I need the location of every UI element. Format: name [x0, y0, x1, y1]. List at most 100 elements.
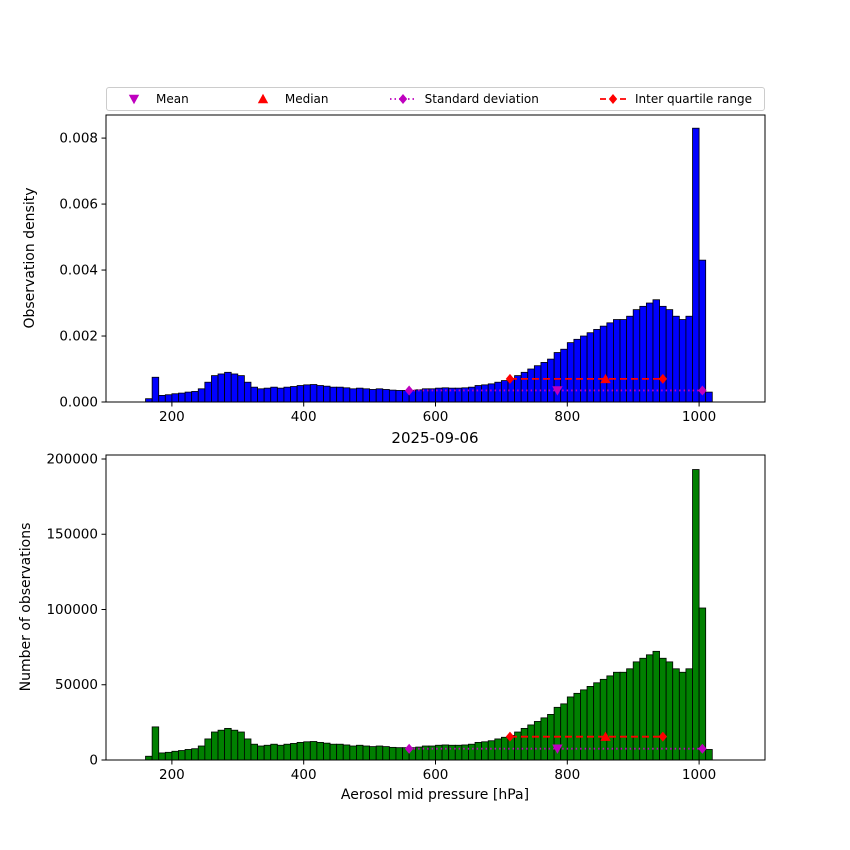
x-tick-label: 200: [159, 767, 185, 783]
histogram-bar: [415, 389, 423, 403]
histogram-bar: [652, 650, 660, 761]
histogram-bar: [336, 743, 344, 761]
y-tick-label: 0.004: [59, 263, 98, 279]
histogram-bar: [619, 671, 628, 761]
histogram-bar: [560, 703, 568, 761]
histogram-bar: [336, 386, 344, 403]
legend-label: Inter quartile range: [635, 92, 752, 106]
histogram-bar: [527, 724, 535, 761]
histogram-bar: [487, 740, 496, 761]
median-marker: [600, 731, 611, 741]
histogram-bar: [382, 389, 390, 403]
triangle-up-icon: [257, 93, 269, 104]
histogram-bar: [290, 743, 298, 761]
histogram-bar: [230, 729, 239, 761]
x-axis-label: Aerosol mid pressure [hPa]: [340, 787, 530, 803]
x-tick-label: 800: [554, 409, 580, 425]
histogram-bar: [448, 744, 456, 761]
histogram-bar: [645, 302, 654, 403]
x-tick-label: 800: [554, 767, 580, 783]
histogram-bar: [375, 388, 384, 403]
triangle-down-icon: [128, 94, 140, 105]
histogram-bar: [290, 386, 298, 403]
histogram-bar: [468, 386, 476, 403]
legend-glyph: [608, 94, 618, 104]
histogram-bar: [178, 392, 186, 403]
histogram-bar: [487, 383, 496, 403]
histogram-bar: [540, 717, 548, 761]
histogram-bar: [388, 389, 397, 403]
histogram-bar: [639, 657, 647, 761]
histogram-bar: [184, 749, 193, 761]
histogram-bar: [356, 387, 364, 403]
histogram-bar: [652, 299, 660, 403]
histogram-bar: [533, 365, 542, 403]
histogram-bar: [678, 671, 687, 761]
y-tick-label: 0.000: [59, 395, 98, 411]
histogram-bar: [237, 375, 245, 403]
legend-item-standard-deviation: Standard deviation: [388, 92, 539, 106]
histogram-bar: [494, 381, 502, 403]
x-tick-label: 600: [423, 767, 449, 783]
legend-glyph: [398, 94, 407, 104]
histogram-bar: [145, 755, 153, 761]
histogram-bar: [474, 741, 483, 761]
iqr-left-diamond-marker: [505, 373, 515, 384]
histogram-bar: [197, 388, 206, 403]
histogram-bar: [533, 721, 542, 761]
histogram-bar: [171, 393, 179, 403]
histogram-bar: [237, 731, 245, 761]
histogram-bar: [178, 750, 186, 761]
x-tick-label: 400: [291, 767, 317, 783]
histogram-bar: [388, 746, 397, 761]
histogram-bar: [243, 738, 252, 761]
subplot-1: 200 400 600 800 1000 0 50000 100000 150000 200000: [46, 451, 766, 783]
legend-item-inter-quartile-range: Inter quartile range: [598, 92, 752, 106]
histogram-bar: [323, 742, 331, 761]
histogram-bar: [309, 384, 318, 403]
histogram-bar: [573, 338, 581, 403]
histogram-bar: [481, 384, 489, 403]
histogram-bar: [665, 661, 674, 761]
histogram-bar: [276, 744, 285, 761]
histogram-bar: [586, 332, 595, 403]
histogram-bar: [257, 745, 265, 761]
diamond-icon: [600, 94, 627, 104]
histogram-bar: [230, 373, 239, 403]
histogram-bar: [323, 385, 331, 403]
histogram-bar: [566, 696, 575, 761]
histogram-bar: [613, 671, 621, 761]
histogram-bar: [283, 386, 291, 403]
histogram-bar: [698, 607, 707, 761]
histogram-bar: [698, 259, 707, 403]
histogram-bar: [606, 675, 614, 761]
histogram-bar: [375, 745, 384, 761]
histogram-bar: [705, 391, 713, 403]
histogram-bar: [191, 391, 199, 403]
histogram-bar: [665, 309, 674, 403]
histogram-bar: [342, 387, 351, 403]
histogram-bar: [204, 738, 212, 761]
histogram-bar: [303, 384, 311, 403]
histogram-bar: [520, 371, 529, 403]
histogram-bar: [382, 746, 390, 761]
y-tick-label: 100000: [46, 602, 98, 618]
histogram-bar: [632, 661, 641, 761]
histogram-bar: [349, 388, 357, 403]
histogram-bar: [659, 657, 667, 761]
x-tick-label: 1000: [682, 409, 716, 425]
histogram-bar: [474, 385, 483, 403]
histogram-bar: [243, 381, 252, 403]
histogram-bar: [632, 309, 641, 403]
histogram-bar: [329, 386, 338, 403]
std-right-diamond-marker: [698, 743, 707, 754]
histogram-bar: [270, 386, 278, 403]
iqr-right-diamond-marker: [658, 373, 668, 384]
histogram-bar: [645, 654, 654, 761]
x-tick-label: 400: [291, 409, 317, 425]
histogram-bar: [349, 745, 357, 761]
legend-glyph: [128, 94, 140, 105]
histogram-bar: [263, 387, 272, 403]
